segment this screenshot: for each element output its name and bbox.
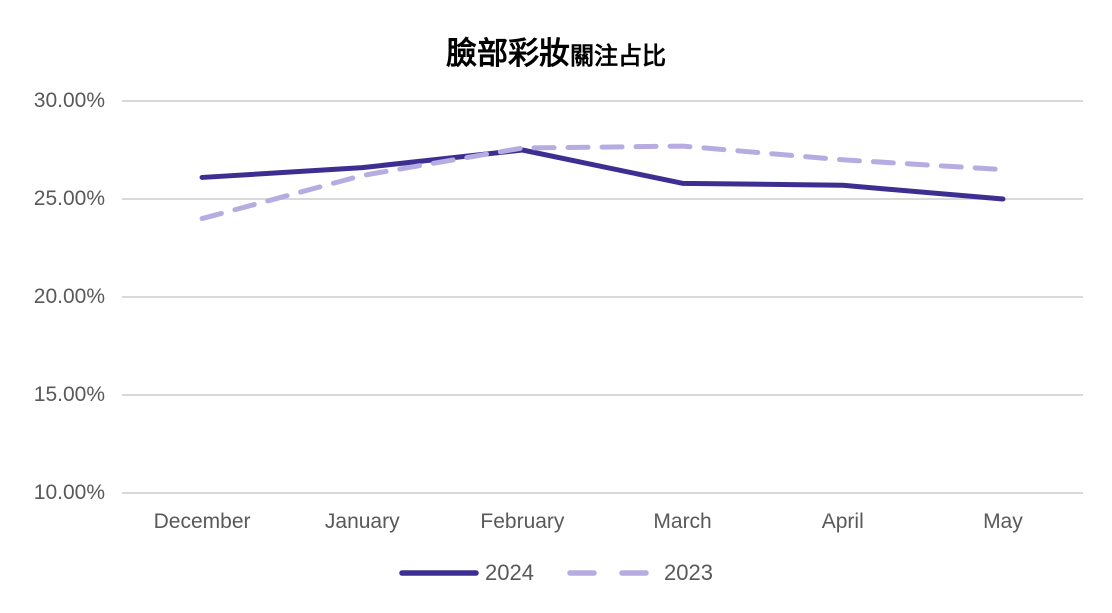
chart-title-main: 臉部彩妝: [446, 36, 570, 71]
chart-title: 臉部彩妝關注占比: [0, 28, 1112, 73]
y-tick-label: 25.00%: [33, 187, 105, 210]
x-category-label: May: [983, 510, 1023, 533]
x-category-label: April: [821, 510, 864, 533]
legend-item-2024: 2024: [399, 560, 534, 586]
series-line-2024: [199, 147, 1006, 202]
chart-title-sub: 關注占比: [570, 43, 666, 70]
x-category-label: January: [324, 510, 400, 533]
x-category-label: February: [480, 510, 565, 533]
legend-dashed-line-icon: [567, 570, 657, 576]
legend-label-2024: 2024: [485, 560, 534, 585]
x-category-label: March: [653, 510, 712, 533]
y-tick-label: 30.00%: [33, 89, 105, 112]
y-tick-label: 10.00%: [33, 481, 105, 504]
x-category-label: December: [153, 510, 251, 533]
y-tick-label: 20.00%: [33, 285, 105, 308]
legend-solid-line-icon: [399, 570, 479, 576]
series-line-2023: [199, 143, 1006, 222]
legend: 2024 2023: [0, 560, 1112, 586]
legend-label-2023: 2023: [664, 560, 713, 585]
y-tick-label: 15.00%: [33, 383, 105, 406]
legend-item-2023: 2023: [566, 560, 713, 586]
